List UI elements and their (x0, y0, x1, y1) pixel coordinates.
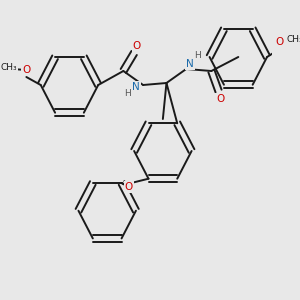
Text: H: H (124, 88, 131, 98)
Text: O: O (133, 41, 141, 51)
Text: N: N (132, 82, 140, 92)
Text: O: O (216, 94, 224, 104)
Text: CH₃: CH₃ (286, 34, 300, 43)
Text: H: H (194, 52, 201, 61)
Text: N: N (186, 59, 194, 69)
Text: CH₃: CH₃ (1, 62, 18, 71)
Text: O: O (275, 37, 284, 47)
Text: O: O (22, 65, 31, 75)
Text: O: O (124, 182, 133, 192)
